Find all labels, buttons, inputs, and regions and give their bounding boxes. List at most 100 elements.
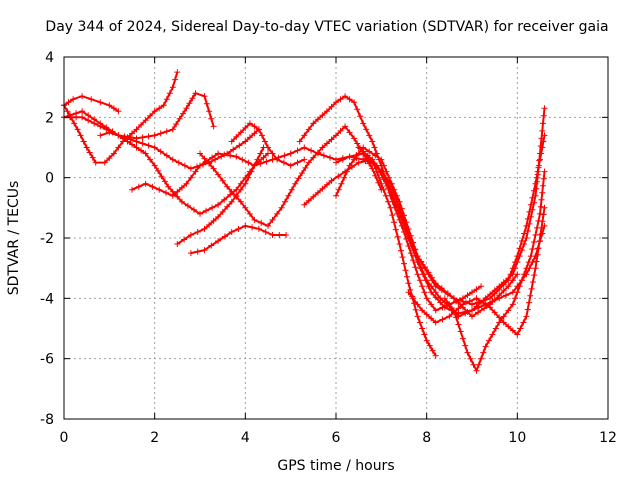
data-point-marker — [274, 210, 281, 217]
data-point-marker — [446, 301, 453, 308]
data-point-marker — [421, 331, 428, 338]
data-point-marker — [423, 295, 430, 302]
data-point-marker — [145, 142, 152, 149]
data-point-marker — [521, 271, 528, 278]
data-point-marker — [119, 135, 126, 142]
data-point-marker — [482, 295, 489, 302]
data-point-marker — [151, 162, 158, 169]
data-point-marker — [402, 267, 409, 274]
data-point-marker — [224, 203, 231, 210]
data-point-marker — [206, 160, 213, 167]
data-point-marker — [176, 115, 183, 122]
data-point-marker — [457, 328, 464, 335]
data-point-marker — [538, 196, 545, 203]
data-point-marker — [191, 206, 197, 213]
data-point-marker — [139, 140, 146, 147]
data-point-marker — [79, 108, 86, 115]
data-point-marker — [509, 301, 516, 308]
data-point-marker — [280, 159, 287, 166]
chart-title: Day 344 of 2024, Sidereal Day-to-day VTE… — [45, 19, 608, 35]
data-point-marker — [505, 323, 512, 330]
data-point-marker — [155, 167, 162, 174]
data-point-marker — [208, 242, 215, 249]
data-point-marker — [133, 126, 140, 133]
data-point-marker — [187, 232, 194, 238]
data-point-marker — [393, 192, 400, 199]
data-point-marker — [396, 210, 403, 217]
data-point-marker — [254, 156, 261, 163]
data-point-marker — [209, 204, 216, 211]
data-point-marker — [305, 159, 312, 166]
data-point-marker — [514, 331, 521, 338]
data-point-marker — [327, 154, 333, 161]
data-point-marker — [197, 162, 203, 169]
y-tick-label: 4 — [45, 50, 54, 66]
data-point-marker — [419, 325, 426, 332]
data-point-marker — [469, 307, 475, 314]
data-point-marker — [396, 241, 403, 247]
data-point-marker — [414, 253, 421, 260]
data-point-marker — [262, 138, 268, 145]
data-point-marker — [533, 185, 540, 192]
data-point-marker — [342, 123, 349, 130]
data-point-marker — [142, 117, 149, 124]
data-point-marker — [418, 259, 425, 266]
data-point-marker — [328, 136, 335, 143]
data-point-marker — [540, 182, 546, 189]
data-point-marker — [535, 164, 542, 171]
data-point-marker — [328, 177, 335, 184]
data-point-marker — [235, 225, 242, 232]
data-point-marker — [335, 186, 342, 193]
data-point-marker — [301, 156, 308, 163]
data-point-marker — [178, 184, 185, 191]
data-point-marker — [333, 132, 339, 139]
data-point-marker — [355, 159, 362, 166]
data-point-marker — [97, 132, 104, 139]
series-trace — [63, 110, 260, 170]
data-point-marker — [459, 301, 466, 308]
data-point-marker — [228, 198, 235, 205]
data-point-marker — [85, 112, 92, 119]
data-point-marker — [169, 126, 176, 133]
data-point-marker — [175, 159, 182, 166]
data-point-marker — [337, 96, 344, 103]
data-point-marker — [503, 292, 509, 299]
data-point-marker — [486, 337, 492, 344]
data-point-marker — [208, 115, 215, 122]
data-point-marker — [228, 188, 235, 195]
data-point-marker — [230, 146, 237, 153]
data-point-marker — [401, 222, 407, 229]
data-point-marker — [242, 180, 249, 187]
data-point-marker — [428, 301, 435, 308]
data-point-marker — [138, 147, 145, 154]
data-point-marker — [487, 304, 494, 311]
y-tick-label: -6 — [40, 352, 54, 368]
data-point-marker — [151, 132, 158, 139]
data-point-marker — [160, 102, 167, 109]
data-point-marker — [337, 127, 344, 134]
data-point-marker — [210, 165, 217, 172]
data-point-marker — [525, 259, 532, 266]
data-point-marker — [491, 309, 498, 316]
data-point-marker — [414, 313, 421, 320]
series-s2 — [61, 69, 181, 166]
data-point-marker — [539, 127, 546, 134]
data-point-marker — [149, 183, 156, 190]
data-point-marker — [333, 159, 339, 166]
x-axis-label: GPS time / hours — [277, 458, 394, 474]
x-tick-label: 6 — [332, 430, 341, 446]
series-s18 — [441, 105, 548, 320]
data-point-marker — [419, 283, 426, 290]
data-point-marker — [396, 198, 403, 205]
data-point-marker — [482, 343, 489, 350]
data-point-marker — [248, 168, 255, 175]
data-point-marker — [354, 140, 361, 147]
data-point-marker — [219, 208, 226, 215]
data-point-marker — [133, 138, 140, 145]
data-point-marker — [161, 178, 168, 185]
data-point-marker — [71, 120, 78, 127]
data-point-marker — [83, 144, 90, 151]
data-point-marker — [333, 192, 339, 199]
data-point-marker — [534, 251, 541, 258]
data-point-marker — [462, 310, 469, 317]
